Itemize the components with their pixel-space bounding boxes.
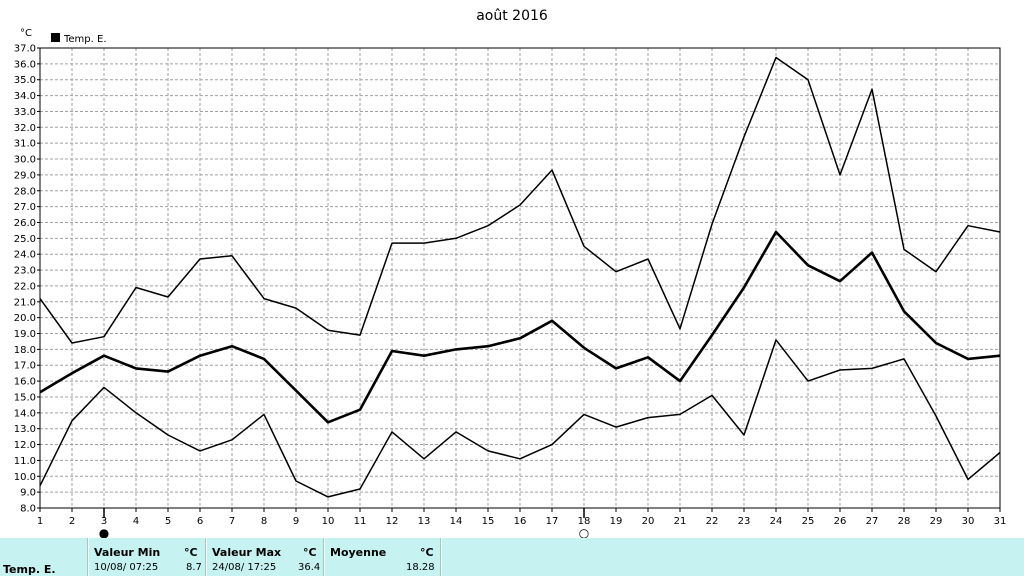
- stats-panel: Temp. E. Valeur Min °C 10/08/ 07:25 8.7 …: [0, 538, 1024, 576]
- x-tick-label: 28: [898, 516, 911, 527]
- max-header: Valeur Max: [212, 546, 282, 559]
- max-value: 36.4: [298, 562, 321, 573]
- x-tick-label: 26: [834, 516, 847, 527]
- x-tick-label: 21: [674, 516, 687, 527]
- y-axis-unit: °C: [20, 28, 32, 39]
- x-tick-label: 20: [642, 516, 655, 527]
- series-line-min: [39, 339, 1001, 498]
- y-tick-label: 15.0: [14, 392, 36, 403]
- y-tick-label: 9.0: [20, 488, 36, 499]
- min-header: Valeur Min: [94, 546, 161, 559]
- y-tick-label: 31.0: [14, 139, 36, 150]
- y-tick-label: 13.0: [14, 424, 36, 435]
- y-tick-label: 34.0: [14, 91, 36, 102]
- temperature-chart: août 2016 °C Temp. E. 8.0 9.0 10.0 11.0 12.0…: [14, 8, 1007, 538]
- y-tick-label: 33.0: [14, 107, 36, 118]
- x-tick-label: 6: [197, 516, 203, 527]
- series-line-max: [39, 56, 1001, 344]
- y-tick-label: 11.0: [14, 456, 36, 467]
- x-tick-label: 14: [450, 516, 463, 527]
- max-datetime: 24/08/ 17:25: [212, 562, 277, 573]
- moon-phase-marker: ●: [99, 526, 109, 538]
- x-tick-label: 8: [261, 516, 267, 527]
- x-tick-label: 4: [133, 516, 139, 527]
- x-tick-label: 5: [165, 516, 171, 527]
- y-tick-label: 35.0: [14, 75, 36, 86]
- legend-label: Temp. E.: [63, 34, 107, 45]
- y-tick-label: 30.0: [14, 155, 36, 166]
- x-tick-label: 11: [354, 516, 367, 527]
- x-tick-label: 9: [293, 516, 299, 527]
- y-tick-label: 37.0: [14, 44, 36, 55]
- max-unit: °C: [303, 546, 317, 559]
- x-tick-label: 22: [706, 516, 719, 527]
- y-axis: 8.0 9.0 10.0 11.0 12.0 13.0 14.0 15.0 16.0 17.0 18…: [14, 44, 40, 515]
- x-tick-label: 2: [69, 516, 75, 527]
- grid: [40, 48, 1000, 508]
- moon-phase-marker: ○: [579, 526, 589, 538]
- y-tick-label: 18.0: [14, 345, 36, 356]
- x-tick-label: 3: [101, 516, 107, 527]
- series-line-mean: [39, 230, 1001, 424]
- avg-value: 18.28: [406, 562, 435, 573]
- legend-swatch: [51, 33, 60, 42]
- x-axis: 1 2 3 4 5 6 7 8 9 10 11 12 13 14 15 16 17 18 19 20 21 22 23 24 2…: [37, 508, 1007, 527]
- x-tick-label: 16: [514, 516, 527, 527]
- x-tick-label: 30: [962, 516, 975, 527]
- y-tick-label: 14.0: [14, 408, 36, 419]
- y-tick-label: 25.0: [14, 234, 36, 245]
- chart-title: août 2016: [476, 8, 548, 24]
- y-tick-label: 29.0: [14, 170, 36, 181]
- x-tick-label: 29: [930, 516, 943, 527]
- y-tick-label: 24.0: [14, 250, 36, 261]
- moon-markers: ● ○: [99, 508, 589, 538]
- y-tick-label: 21.0: [14, 297, 36, 308]
- y-tick-label: 17.0: [14, 361, 36, 372]
- x-tick-label: 7: [229, 516, 235, 527]
- x-tick-label: 1: [37, 516, 43, 527]
- y-tick-label: 36.0: [14, 59, 36, 70]
- y-tick-label: 27.0: [14, 202, 36, 213]
- x-tick-label: 27: [866, 516, 879, 527]
- min-datetime: 10/08/ 07:25: [94, 562, 159, 573]
- min-value: 8.7: [186, 562, 202, 573]
- x-tick-label: 31: [994, 516, 1007, 527]
- y-tick-label: 12.0: [14, 440, 36, 451]
- x-tick-label: 12: [386, 516, 399, 527]
- y-tick-label: 19.0: [14, 329, 36, 340]
- x-tick-label: 23: [738, 516, 751, 527]
- series-lines: [39, 56, 1001, 498]
- x-tick-label: 13: [418, 516, 431, 527]
- y-tick-label: 22.0: [14, 281, 36, 292]
- min-unit: °C: [184, 546, 198, 559]
- avg-unit: °C: [420, 546, 434, 559]
- x-tick-label: 15: [482, 516, 495, 527]
- x-tick-label: 10: [322, 516, 335, 527]
- y-tick-label: 28.0: [14, 186, 36, 197]
- x-tick-label: 18: [578, 516, 591, 527]
- x-tick-label: 17: [546, 516, 559, 527]
- y-tick-label: 32.0: [14, 123, 36, 134]
- y-tick-label: 26.0: [14, 218, 36, 229]
- x-tick-label: 25: [802, 516, 815, 527]
- y-tick-label: 10.0: [14, 472, 36, 483]
- y-tick-label: 16.0: [14, 377, 36, 388]
- y-tick-label: 23.0: [14, 266, 36, 277]
- y-tick-label: 20.0: [14, 313, 36, 324]
- y-tick-label: 8.0: [20, 504, 36, 515]
- avg-header: Moyenne: [330, 546, 387, 559]
- x-tick-label: 24: [770, 516, 783, 527]
- stats-row-label: Temp. E.: [3, 563, 56, 576]
- x-tick-label: 19: [610, 516, 623, 527]
